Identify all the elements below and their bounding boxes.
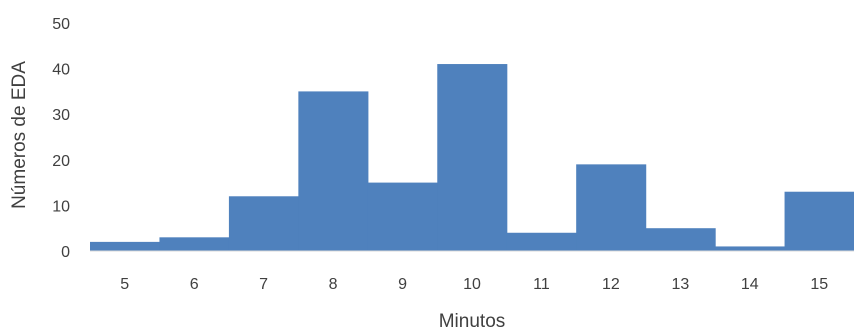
bar-11 xyxy=(506,232,577,251)
bar-7 xyxy=(228,196,299,251)
y-tick-labels: 0 10 20 30 40 50 xyxy=(52,16,70,261)
bar-8 xyxy=(298,91,369,252)
bars-group xyxy=(90,64,854,252)
bar-14 xyxy=(715,246,786,251)
bar-13 xyxy=(645,228,716,251)
x-tick-label: 7 xyxy=(259,276,268,293)
x-tick-label: 8 xyxy=(329,276,338,293)
y-axis-title: Números de EDA xyxy=(9,61,30,209)
bar-5 xyxy=(90,241,161,251)
y-tick-label: 30 xyxy=(52,107,70,124)
bar-9 xyxy=(367,182,438,251)
x-axis-title: Minutos xyxy=(439,311,506,331)
bar-12 xyxy=(576,164,647,251)
x-tick-label: 5 xyxy=(120,276,129,293)
bar-15 xyxy=(784,191,854,251)
y-tick-label: 20 xyxy=(52,153,70,170)
x-tick-label: 12 xyxy=(602,276,620,293)
y-tick-label: 50 xyxy=(52,16,70,33)
x-tick-label: 15 xyxy=(810,276,828,293)
x-tick-label: 6 xyxy=(190,276,199,293)
y-tick-label: 10 xyxy=(52,198,70,215)
bar-10 xyxy=(437,64,508,251)
x-tick-label: 13 xyxy=(671,276,689,293)
bar-6 xyxy=(159,237,230,251)
x-tick-label: 14 xyxy=(741,276,759,293)
x-tick-label: 10 xyxy=(463,276,481,293)
y-tick-label: 40 xyxy=(52,62,70,79)
x-tick-label: 11 xyxy=(533,276,550,293)
x-tick-label: 9 xyxy=(398,276,407,293)
y-tick-label: 0 xyxy=(61,244,70,261)
x-tick-labels: 5 6 7 8 9 10 11 12 13 14 15 xyxy=(120,276,828,293)
